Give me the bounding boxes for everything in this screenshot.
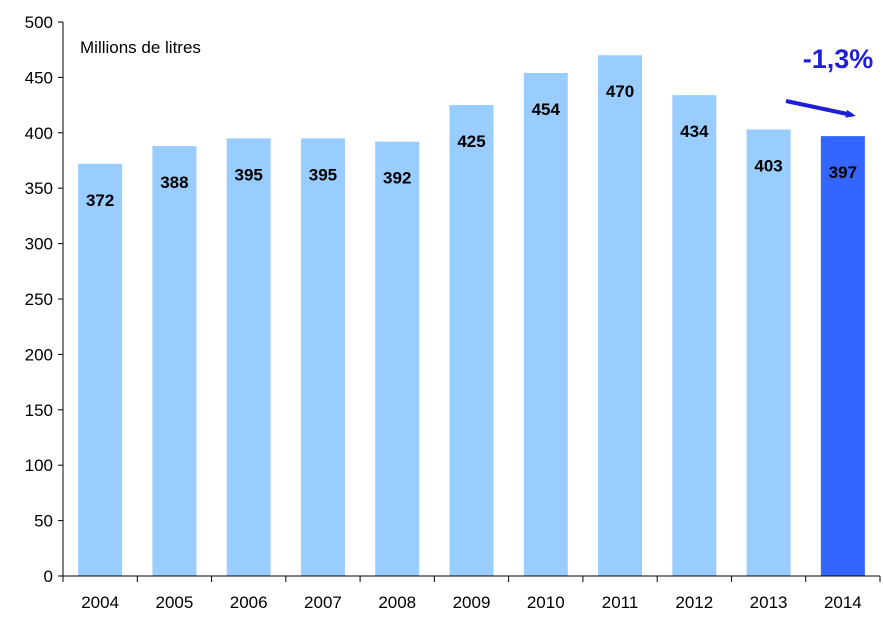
x-tick-label: 2013 (750, 593, 788, 612)
bar-2005 (152, 146, 197, 576)
data-label-2009: 425 (457, 132, 485, 151)
y-tick-label: 150 (25, 401, 53, 420)
y-tick-label: 100 (25, 456, 53, 475)
y-tick-label: 250 (25, 290, 53, 309)
bar-2013 (746, 129, 791, 576)
data-labels-group: 372 388 395 395 392 425 454 470 434 403 397 (86, 82, 857, 210)
y-tick-label: 0 (44, 567, 53, 586)
data-label-2010: 454 (532, 100, 561, 119)
y-tick-label: 300 (25, 235, 53, 254)
y-tick-label: 200 (25, 345, 53, 364)
data-label-2007: 395 (309, 165, 337, 184)
x-tick-label: 2006 (230, 593, 268, 612)
y-tick-label: 500 (25, 13, 53, 32)
bar-2008 (375, 141, 420, 576)
x-tick-label: 2011 (602, 593, 639, 612)
x-tick-label: 2010 (527, 593, 565, 612)
x-tick-label: 2009 (453, 593, 491, 612)
bar-2012 (672, 95, 717, 577)
y-axis-ticks: 0 50 100 150 200 250 300 350 400 450 500 (25, 13, 63, 586)
x-tick-label: 2004 (81, 593, 119, 612)
data-label-2011: 470 (606, 82, 634, 101)
y-tick-label: 450 (25, 68, 53, 87)
bar-2011 (598, 55, 643, 577)
bar-2007 (300, 138, 345, 576)
x-tick-label: 2014 (824, 593, 862, 612)
bar-2009 (449, 105, 494, 576)
y-tick-label: 50 (34, 512, 53, 531)
data-label-2004: 372 (86, 191, 114, 210)
data-label-2005: 388 (160, 173, 188, 192)
x-tick-label: 2007 (304, 593, 342, 612)
y-tick-label: 400 (25, 124, 53, 143)
data-label-2014: 397 (829, 163, 857, 182)
data-label-2012: 434 (680, 122, 709, 141)
bar-2014 (820, 136, 865, 576)
bars-group (78, 55, 865, 577)
data-label-2013: 403 (754, 156, 782, 175)
y-tick-label: 350 (25, 179, 53, 198)
bar-2004 (78, 163, 123, 576)
change-annotation: -1,3% (803, 44, 874, 74)
x-tick-label: 2005 (155, 593, 193, 612)
down-right-arrow-icon (785, 99, 856, 118)
unit-label: Millions de litres (80, 38, 201, 57)
data-label-2008: 392 (383, 169, 411, 188)
bar-2010 (523, 72, 568, 576)
x-tick-label: 2008 (378, 593, 416, 612)
x-axis-ticks: 2004 2005 2006 2007 2008 2009 2010 2011 2012 2013… (62, 576, 881, 612)
x-tick-label: 2012 (675, 593, 713, 612)
data-label-2006: 395 (234, 165, 262, 184)
bar-2006 (226, 138, 271, 576)
